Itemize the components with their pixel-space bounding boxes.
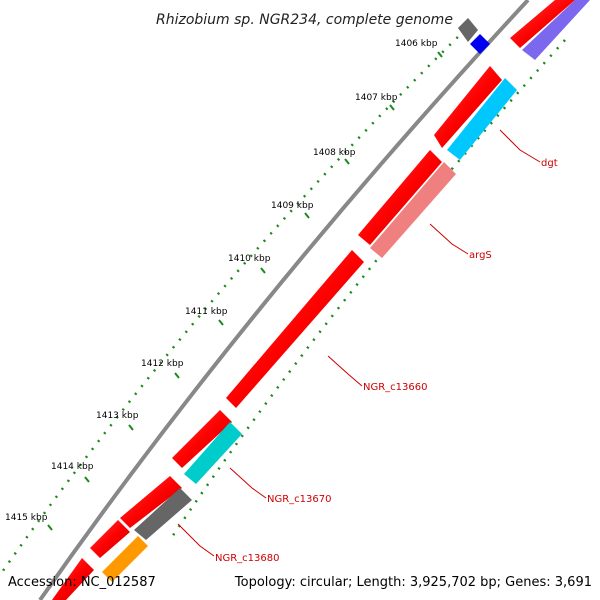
gene-label-NGR_c13670: NGR_c13670 — [267, 494, 332, 505]
tick-label-1408: 1408 kbp — [313, 148, 356, 158]
genome-backbone — [38, 0, 530, 600]
gene-arrow-dgt-cyan — [447, 78, 517, 160]
tick-label-1410: 1410 kbp — [228, 254, 271, 264]
gene-arrow-bottom-red-2 — [52, 558, 94, 600]
gene-arrow-NGR_c13660 — [226, 250, 364, 408]
tick-label-1414: 1414 kbp — [51, 462, 94, 472]
genome-title: Rhizobium sp. NGR234, complete genome — [156, 12, 453, 28]
gene-arrow-argS-red — [358, 150, 442, 245]
blue-feature-top — [470, 34, 490, 54]
tick-label-1406: 1406 kbp — [395, 39, 438, 49]
tick-label-1411: 1411 kbp — [185, 307, 228, 317]
tick-label-1412: 1412 kbp — [141, 359, 184, 369]
gene-arrow-NGR_c13680-gray — [134, 488, 192, 540]
gene-arrow-NGR_c13680-red — [120, 476, 182, 528]
scale-ring-dots-outer — [168, 39, 566, 541]
gene-arrow-NGR_c13670-red — [172, 410, 232, 468]
accession-text: Accession: NC_012587 — [8, 575, 156, 590]
gene-label-argS: argS — [469, 250, 492, 261]
gene-label-NGR_c13660: NGR_c13660 — [363, 382, 428, 393]
gray-feature-top — [458, 18, 478, 42]
tick-marks — [47, 51, 443, 531]
gene-arrow-bottom-red-1 — [90, 520, 130, 558]
gene-arrow-bottom-orange — [102, 536, 148, 582]
gene-arrow-lavender — [522, 0, 590, 60]
gene-arrow-top-red — [510, 0, 575, 48]
label-leader-lines — [177, 129, 541, 557]
tick-label-1413: 1413 kbp — [96, 411, 139, 421]
scale-ring-dots — [0, 29, 466, 576]
genome-stats-text: Topology: circular; Length: 3,925,702 bp… — [234, 575, 592, 590]
tick-label-1415: 1415 kbp — [5, 513, 48, 523]
gene-label-dgt: dgt — [541, 158, 558, 169]
tick-label-1409: 1409 kbp — [271, 201, 314, 211]
gene-arrow-argS-pink — [370, 162, 456, 258]
gene-arrow-NGR_c13670-turquoise — [184, 422, 242, 484]
tick-label-1407: 1407 kbp — [355, 93, 398, 103]
gene-label-NGR_c13680: NGR_c13680 — [215, 553, 280, 564]
gene-arrow-dgt-red — [434, 66, 502, 148]
